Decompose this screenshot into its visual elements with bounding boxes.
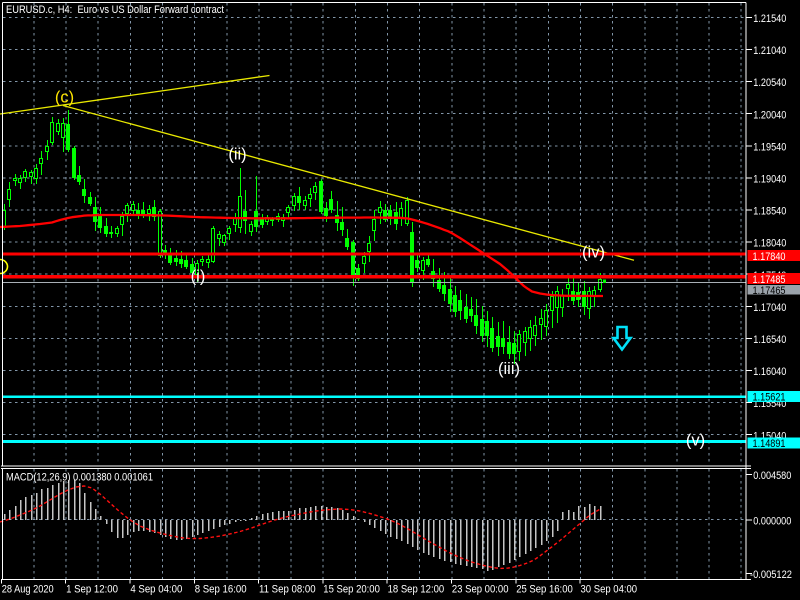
- svg-text:1.21540: 1.21540: [753, 13, 786, 25]
- svg-text:1.16540: 1.16540: [753, 334, 786, 346]
- svg-text:1.18040: 1.18040: [753, 238, 786, 250]
- svg-text:1.17485: 1.17485: [753, 274, 786, 286]
- svg-text:1.20540: 1.20540: [753, 77, 786, 89]
- svg-text:(iii): (iii): [498, 360, 520, 378]
- svg-text:(v): (v): [686, 432, 705, 450]
- svg-text:0.000000: 0.000000: [753, 516, 791, 528]
- svg-text:1.19040: 1.19040: [753, 174, 786, 186]
- svg-text:1 Sep 12:00: 1 Sep 12:00: [66, 583, 118, 595]
- svg-text:1.15621: 1.15621: [753, 392, 786, 404]
- svg-text:1.18540: 1.18540: [753, 206, 786, 218]
- svg-text:8 Sep 16:00: 8 Sep 16:00: [195, 583, 247, 595]
- svg-text:28 Aug 2020: 28 Aug 2020: [2, 583, 54, 595]
- svg-text:1.17840: 1.17840: [753, 251, 786, 263]
- svg-text:4 Sep 04:00: 4 Sep 04:00: [130, 583, 182, 595]
- svg-text:0.004580: 0.004580: [753, 470, 791, 482]
- svg-text:1.17465: 1.17465: [753, 285, 786, 297]
- svg-text:1.17040: 1.17040: [753, 302, 786, 314]
- svg-text:18 Sep 12:00: 18 Sep 12:00: [388, 583, 445, 595]
- svg-text:1.14891: 1.14891: [753, 438, 786, 450]
- svg-text:23 Sep 00:00: 23 Sep 00:00: [452, 583, 509, 595]
- svg-text:(iv): (iv): [582, 244, 605, 262]
- svg-text:EURUSD.c, H4: Euro vs US Doll: EURUSD.c, H4: Euro vs US Dollar Forward …: [6, 4, 225, 16]
- svg-text:(ii): (ii): [228, 146, 246, 164]
- svg-text:(i): (i): [191, 268, 206, 286]
- svg-text:11 Sep 08:00: 11 Sep 08:00: [259, 583, 316, 595]
- svg-text:1.19540: 1.19540: [753, 141, 786, 153]
- svg-text:1.21040: 1.21040: [753, 45, 786, 57]
- svg-text:-0.005122: -0.005122: [750, 569, 792, 581]
- svg-text:25 Sep 16:00: 25 Sep 16:00: [516, 583, 573, 595]
- svg-text:15 Sep 20:00: 15 Sep 20:00: [323, 583, 380, 595]
- svg-text:1.16040: 1.16040: [753, 366, 786, 378]
- svg-text:1.20040: 1.20040: [753, 109, 786, 121]
- svg-text:MACD(12,26,9) 0.001380 0.00106: MACD(12,26,9) 0.001380 0.001061: [6, 472, 153, 484]
- svg-text:(c): (c): [55, 89, 74, 107]
- svg-text:30 Sep 04:00: 30 Sep 04:00: [581, 583, 638, 595]
